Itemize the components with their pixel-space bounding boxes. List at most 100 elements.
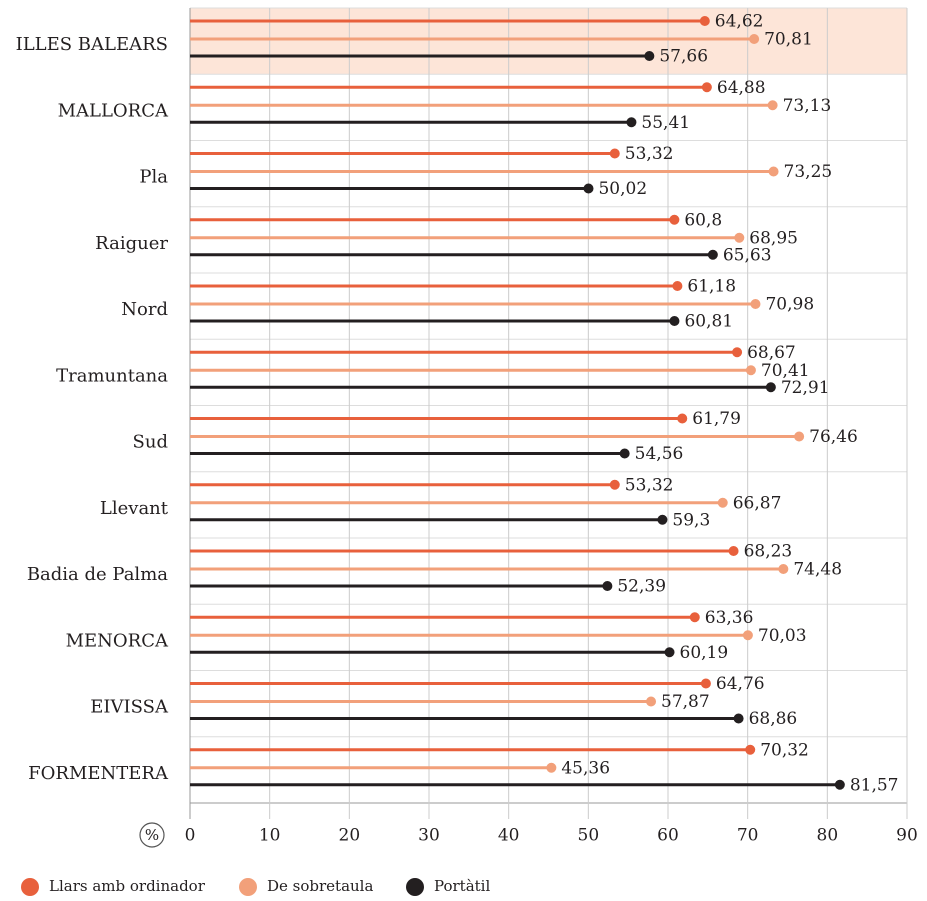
legend-label: De sobretaula [267,877,373,895]
x-tick-label: 0 [185,826,196,846]
value-label: 60,81 [684,312,733,332]
value-label: 70,98 [765,295,814,315]
x-tick-label: 70 [737,826,759,846]
legend-swatch [21,878,39,896]
value-label: 64,88 [717,78,766,98]
lollipop-dot [707,249,718,260]
lollipop-dot [778,564,789,574]
legend-swatch [239,878,257,896]
x-tick-label: 50 [578,826,600,846]
category-label: FORMENTERA [28,763,169,784]
lollipop-dot [646,696,657,707]
value-label: 57,66 [659,47,708,67]
lollipop-dot [767,100,778,111]
category-label: Badia de Palma [27,564,168,585]
lollipop-dot [733,713,744,724]
lollipop-dot [750,299,761,309]
legend-swatch [406,878,424,896]
value-label: 52,39 [617,577,666,597]
lollipop-dot [602,581,613,591]
category-label: EIVISSA [90,697,169,718]
value-label: 70,41 [761,361,810,381]
lollipop-dot [609,148,620,159]
category-label: ILLES BALEARS [16,34,168,55]
value-label: 53,32 [625,144,674,164]
lollipop-dot [664,647,675,658]
lollipop-dot [689,612,700,623]
value-label: 73,25 [784,162,833,182]
legend-label: Portàtil [434,877,490,895]
x-tick-label: 10 [259,826,281,846]
category-label: Sud [133,432,168,453]
x-tick-label: 90 [896,826,918,846]
lollipop-dot [677,413,688,424]
value-label: 59,3 [672,510,710,530]
x-tick-label: 40 [498,826,520,846]
category-label: Pla [139,167,168,188]
lollipop-dot [732,347,743,358]
value-label: 66,87 [733,493,782,513]
value-label: 60,19 [680,643,729,663]
value-label: 54,56 [635,444,684,464]
category-label: Tramuntana [56,365,168,386]
lollipop-dot [626,117,637,128]
value-label: 70,32 [760,740,809,760]
value-label: 68,95 [749,228,798,248]
value-label: 68,86 [749,709,798,729]
value-label: 64,62 [715,12,764,32]
lollipop-dot [546,762,557,773]
value-label: 70,81 [764,30,813,50]
x-tick-label: 60 [657,826,679,846]
category-label: MENORCA [66,630,169,651]
value-label: 72,91 [781,378,830,398]
lollipop-dot [749,34,760,44]
lollipop-dot [672,281,683,291]
value-label: 81,57 [850,775,899,795]
lollipop-dot [644,51,655,61]
lollipop-dot [768,166,779,177]
lollipop-dot [699,16,710,26]
lollipop-dot [734,232,745,243]
value-label: 45,36 [561,758,610,778]
lollipop-dot [745,365,756,376]
x-tick-label: 30 [418,826,440,846]
value-label: 50,02 [598,179,647,199]
legend-label: Llars amb ordinador [49,877,206,895]
lollipop-dot [619,448,630,459]
value-label: 68,23 [744,542,793,562]
value-label: 64,76 [716,674,765,694]
lollipop-dot [794,431,805,442]
value-label: 53,32 [625,475,674,495]
lollipop-dot [700,678,711,689]
lollipop-dot [669,214,680,225]
value-label: 57,87 [661,692,710,712]
category-label: Nord [121,299,168,320]
lollipop-dot [669,316,680,326]
category-label: MALLORCA [58,100,169,121]
unit-circle [139,822,165,848]
value-label: 65,63 [723,245,772,265]
value-label: 76,46 [809,427,858,447]
value-label: 68,67 [747,343,796,363]
lollipop-dot [657,514,668,525]
category-label: Llevant [100,498,169,519]
x-tick-label: 20 [339,826,361,846]
value-label: 60,8 [684,210,722,230]
lollipop-dot [834,779,845,790]
lollipop-dot [742,630,753,641]
value-label: 70,03 [758,626,807,646]
row-highlight [190,8,907,75]
lollipop-dot [583,183,594,194]
value-label: 55,41 [641,113,690,133]
value-label: 61,18 [687,277,736,297]
value-label: 74,48 [793,560,842,580]
lollipop-dot [728,546,739,556]
lollipop-dot [717,497,728,508]
lollipop-dot [701,82,712,93]
lollipop-dot [765,382,776,393]
lollipop-dot [745,744,756,755]
x-unit-label: % [145,826,159,844]
value-label: 63,36 [705,608,754,628]
value-label: 61,79 [692,409,741,429]
